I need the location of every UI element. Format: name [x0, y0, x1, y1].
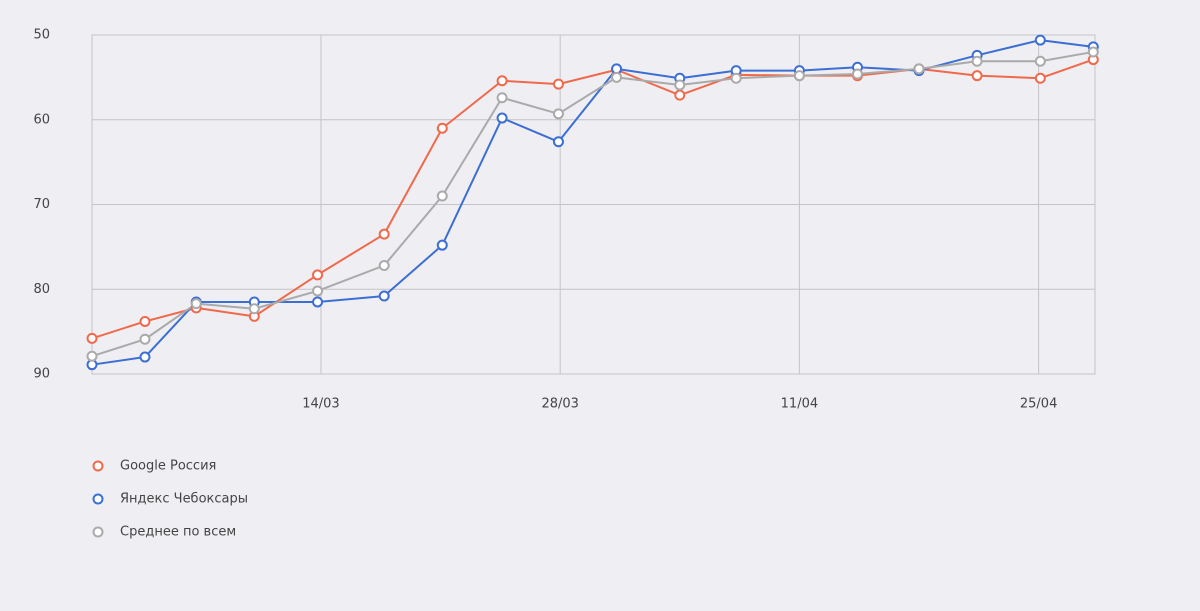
point [312, 269, 324, 281]
point [1034, 55, 1046, 67]
point [378, 228, 390, 240]
point [611, 71, 623, 83]
y-tick-label: 70 [33, 197, 50, 212]
x-tick-label: 25/04 [1020, 397, 1057, 412]
legend-label: Яндекс Чебоксары [120, 492, 248, 507]
point [1087, 46, 1099, 58]
point [971, 70, 983, 82]
series-line [91, 50, 1094, 358]
point [139, 315, 151, 327]
point [851, 68, 863, 80]
point [436, 122, 448, 134]
point [139, 333, 151, 345]
point [496, 75, 508, 87]
point [552, 78, 564, 90]
series-line [91, 58, 1094, 340]
legend-label: Среднее по всем [120, 525, 236, 540]
x-tick-label: 28/03 [541, 397, 578, 412]
point [190, 298, 202, 310]
point [378, 260, 390, 272]
point [86, 332, 98, 344]
point [552, 136, 564, 148]
legend-marker [92, 460, 104, 472]
point [1034, 72, 1046, 84]
point [496, 112, 508, 124]
point [674, 79, 686, 91]
x-tick-label: 11/04 [781, 397, 818, 412]
y-tick-label: 60 [33, 112, 50, 127]
point [436, 239, 448, 251]
point [312, 285, 324, 297]
point [971, 55, 983, 67]
legend-marker [92, 493, 104, 505]
point [1034, 34, 1046, 46]
point [436, 190, 448, 202]
point [312, 296, 324, 308]
legend-label: Google Россия [120, 459, 216, 474]
point [139, 351, 151, 363]
point [248, 303, 260, 315]
point [674, 89, 686, 101]
point [552, 108, 564, 120]
point [793, 70, 805, 82]
legend-marker [92, 526, 104, 538]
y-tick-label: 50 [33, 28, 50, 43]
x-tick-label: 14/03 [302, 397, 339, 412]
point [378, 290, 390, 302]
point [730, 72, 742, 84]
point [913, 63, 925, 75]
y-tick-label: 80 [33, 282, 50, 297]
point [86, 350, 98, 362]
y-tick-label: 90 [33, 367, 50, 382]
point [496, 92, 508, 104]
